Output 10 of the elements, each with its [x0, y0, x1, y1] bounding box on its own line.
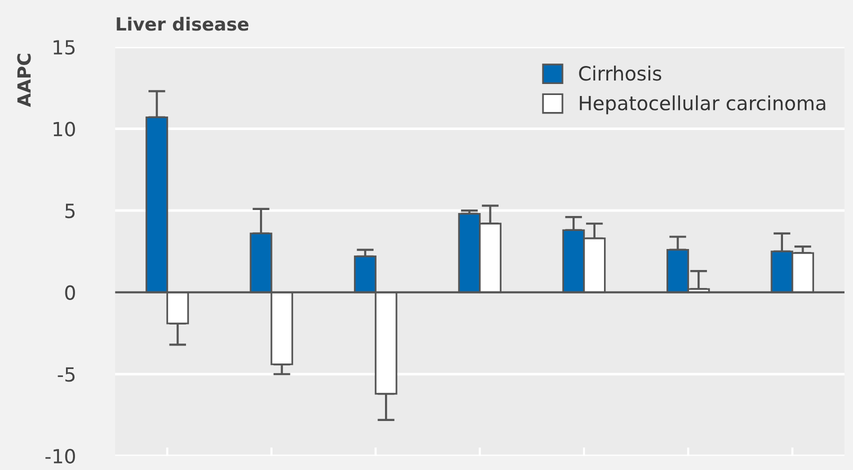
y-tick-label: 10 [54, 122, 75, 136]
y-tick-label: -10 [45, 448, 75, 464]
y-axis-title: AAPC [17, 54, 31, 108]
y-tick-label: 0 [65, 285, 75, 300]
y-tick-label: -5 [58, 367, 75, 382]
legend-label: Hepatocellular carcinoma [580, 95, 826, 114]
chart-title: Liver disease [116, 16, 248, 31]
y-tick-label: 15 [54, 40, 75, 55]
legend-label: Cirrhosis [579, 66, 662, 81]
y-tick-label: 5 [65, 204, 75, 218]
